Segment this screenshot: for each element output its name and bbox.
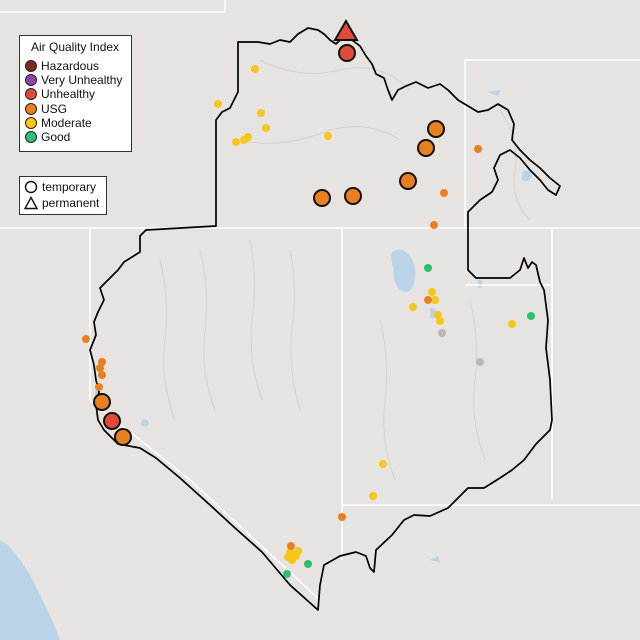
monitor-moderate[interactable] [294, 547, 302, 555]
monitor-moderate[interactable] [409, 303, 417, 311]
legend-item-very-unhealthy: Very Unhealthy [25, 73, 122, 87]
monitor-usg[interactable] [338, 513, 346, 521]
aqi-legend: Air Quality Index Hazardous Very Unhealt… [19, 35, 132, 152]
monitor-moderate[interactable] [436, 317, 444, 325]
monitor-good[interactable] [527, 312, 535, 320]
legend-item-unhealthy: Unhealthy [25, 87, 95, 101]
monitor-usg[interactable] [440, 189, 448, 197]
legend-item-temporary: temporary [24, 179, 96, 195]
legend-item-moderate: Moderate [25, 116, 92, 130]
ocean [0, 540, 60, 640]
monitor-moderate[interactable] [262, 124, 270, 132]
monitor-moderate[interactable] [284, 553, 292, 561]
yellowstone-lake [522, 170, 532, 182]
legend-label: Hazardous [41, 59, 100, 73]
temporary-monitor-usg[interactable] [417, 139, 435, 157]
reservoir-1 [488, 90, 500, 96]
temporary-monitor-usg[interactable] [93, 393, 111, 411]
legend-label: Good [41, 130, 71, 144]
temporary-monitor-usg[interactable] [114, 428, 132, 446]
permanent-monitor-unhealthy[interactable] [333, 19, 359, 41]
legend-item-usg: USG [25, 102, 67, 116]
monitor-moderate[interactable] [508, 320, 516, 328]
monitor-moderate[interactable] [251, 65, 259, 73]
legend-label: Very Unhealthy [41, 73, 123, 87]
monitor-moderate[interactable] [232, 138, 240, 146]
temporary-monitors [93, 44, 445, 446]
legend-label: USG [41, 102, 68, 116]
monitor-usg[interactable] [430, 221, 438, 229]
monitor-usg[interactable] [95, 383, 103, 391]
legend-label: temporary [42, 180, 97, 194]
monitor-good[interactable] [424, 264, 432, 272]
triangle-icon [24, 196, 38, 210]
monitor-moderate[interactable] [244, 133, 252, 141]
legend-title: Air Quality Index [31, 40, 120, 54]
hazardous-swatch [25, 60, 37, 72]
very-unhealthy-swatch [25, 74, 37, 86]
monitor-usg[interactable] [96, 364, 104, 372]
temporary-monitor-usg[interactable] [427, 120, 445, 138]
circle-icon [24, 180, 38, 194]
legend-item-good: Good [25, 130, 70, 144]
temporary-monitor-usg[interactable] [313, 189, 331, 207]
legend-label: permanent [42, 196, 100, 210]
legend-label: Moderate [41, 116, 92, 130]
monitor-usg[interactable] [82, 335, 90, 343]
monitor-no-data[interactable] [438, 329, 446, 337]
monitor-moderate[interactable] [431, 296, 439, 304]
moderate-swatch [25, 117, 37, 129]
unhealthy-swatch [25, 88, 37, 100]
monitor-usg[interactable] [424, 296, 432, 304]
monitor-moderate[interactable] [379, 460, 387, 468]
lakes [95, 90, 532, 562]
terrain [159, 59, 531, 481]
monitor-moderate[interactable] [324, 132, 332, 140]
temporary-monitor-usg[interactable] [399, 172, 417, 190]
monitor-moderate[interactable] [257, 109, 265, 117]
monitor-usg[interactable] [287, 542, 295, 550]
monitor-moderate[interactable] [214, 100, 222, 108]
great-salt-lake [391, 249, 416, 292]
monitor-no-data[interactable] [476, 358, 484, 366]
small-monitors [82, 65, 535, 578]
legend-label: Unhealthy [41, 87, 96, 101]
usg-swatch [25, 103, 37, 115]
state-borders [0, 0, 640, 601]
temporary-monitor-unhealthy[interactable] [338, 44, 356, 62]
monitor-good[interactable] [304, 560, 312, 568]
monitor-moderate[interactable] [428, 288, 436, 296]
temporary-monitor-unhealthy[interactable] [103, 412, 121, 430]
good-swatch [25, 131, 37, 143]
mono-lake [141, 419, 149, 427]
legend-item-permanent: permanent [24, 195, 99, 211]
bear-lake [477, 279, 483, 289]
legend-item-hazardous: Hazardous [25, 59, 99, 73]
temporary-monitor-usg[interactable] [344, 187, 362, 205]
monitor-moderate[interactable] [369, 492, 377, 500]
monitor-usg[interactable] [98, 371, 106, 379]
monitor-usg[interactable] [474, 145, 482, 153]
monitor-type-legend: temporary permanent [19, 176, 107, 215]
reservoir-2 [430, 556, 440, 562]
permanent-monitors [333, 19, 359, 41]
monitor-good[interactable] [283, 570, 291, 578]
